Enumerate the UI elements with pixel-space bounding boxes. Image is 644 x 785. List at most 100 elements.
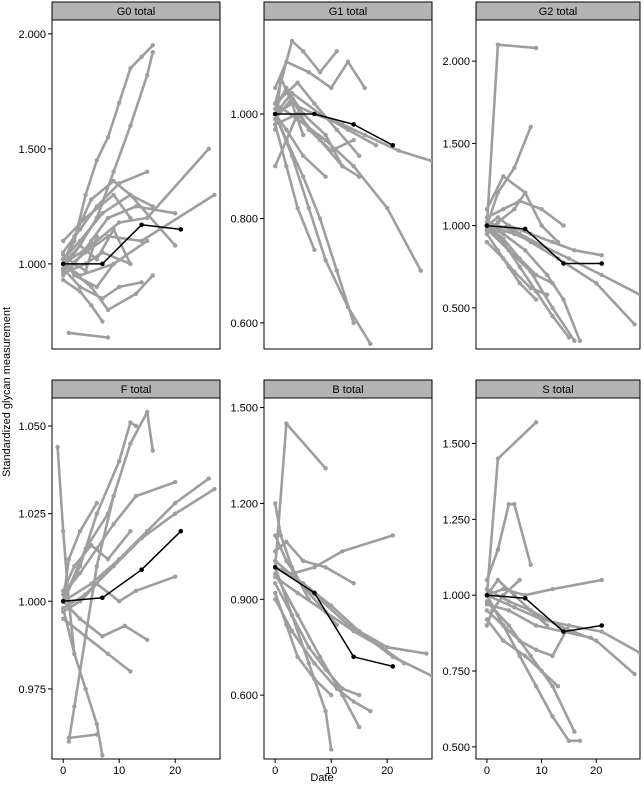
mean-point [178,227,184,232]
individual-point [533,684,539,689]
individual-point [150,448,155,453]
individual-point [566,256,572,261]
mean-point [60,599,66,604]
individual-point [368,341,373,346]
individual-point [212,486,217,492]
individual-point [100,753,105,758]
individual-point [83,215,88,221]
individual-point [145,409,150,415]
individual-point [512,269,517,274]
plot-area [51,397,221,760]
individual-point [289,101,295,106]
individual-point [373,143,379,148]
individual-point [145,238,150,244]
y-tick-label: 1.000 [18,259,46,271]
x-tick-label: 20 [381,765,393,777]
individual-point [429,158,432,164]
mean-point [272,111,278,117]
individual-point [544,292,550,297]
individual-point [561,223,566,228]
individual-point [117,458,122,464]
individual-point [111,227,116,232]
individual-point [173,211,178,216]
individual-point [61,257,66,262]
individual-point [117,599,122,604]
y-tick-label: 0.500 [442,303,470,315]
individual-point [173,500,178,506]
individual-point [150,50,155,55]
individual-point [139,238,144,244]
individual-point [83,192,88,198]
individual-point [66,557,72,562]
individual-point [61,606,66,611]
mean-point [60,261,66,267]
y-tick-label: 2.000 [442,56,470,68]
y-tick-label: 0.500 [442,742,470,754]
individual-point [501,174,506,179]
individual-point [351,699,356,704]
individual-point [94,234,100,239]
individual-point [94,257,100,262]
individual-point [550,239,555,245]
individual-point [401,661,407,666]
individual-series-line [485,125,533,227]
mean-point [390,143,396,148]
y-tick-label: 1.500 [230,403,258,415]
facet-panel: B total 0.600 0.900 1.200 1.500 0 10 20 [230,379,433,777]
individual-point [77,571,83,576]
individual-point [379,645,384,650]
facet-panel: G2 total 0.500 1.000 1.500 2.000 [442,1,641,350]
mean-point [484,592,490,598]
individual-point [128,441,133,446]
individual-point [145,215,150,221]
individual-point [340,164,345,169]
individual-point [94,500,100,506]
individual-point [512,502,517,507]
x-axis-label: Date [310,772,333,784]
individual-point [544,272,550,278]
individual-point [501,623,506,628]
individual-point [289,565,295,570]
individual-point [139,280,144,285]
individual-point [550,684,555,689]
individual-point [424,651,429,656]
mean-point [139,567,144,572]
individual-point [495,577,501,583]
individual-point [362,132,367,138]
individual-point [145,169,150,174]
individual-point [111,261,116,267]
x-tick-label: 0 [272,765,278,777]
individual-point [566,738,572,743]
individual-point [77,273,83,278]
individual-point [345,127,351,132]
y-tick-label: 1.250 [442,514,470,526]
individual-point [317,654,323,659]
individual-point [599,629,604,634]
facet-panel: F total 0.975 1.000 1.025 1.050 0 10 20 [18,379,221,777]
individual-point [577,738,583,743]
individual-point [89,238,94,244]
individual-point [111,169,116,174]
individual-point [539,668,544,674]
individual-point [533,297,539,302]
individual-point [111,522,116,527]
individual-point [301,49,306,54]
individual-point [495,220,501,225]
y-tick-label: 1.050 [18,421,46,433]
individual-point [566,623,572,628]
individual-point [94,284,100,290]
individual-point [512,605,517,610]
individual-point [133,588,139,593]
individual-point [122,623,128,628]
individual-point [550,653,555,659]
individual-point [329,148,334,153]
individual-point [632,671,637,677]
individual-point [173,479,178,485]
individual-point [150,273,155,278]
individual-point [77,227,83,232]
mean-point [312,111,317,117]
individual-point [289,613,295,618]
facet-title: G0 total [117,6,156,18]
individual-series-line [485,224,582,343]
individual-series-line [485,587,636,676]
